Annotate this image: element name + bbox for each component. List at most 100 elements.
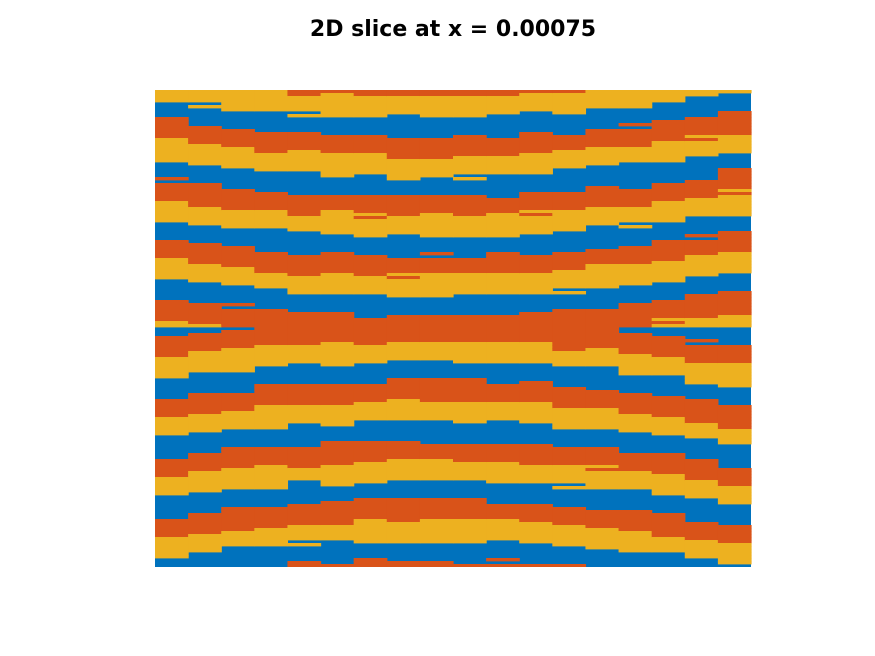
heatmap-cell — [618, 462, 653, 466]
heatmap-cell — [519, 519, 553, 523]
heatmap-cell — [519, 159, 553, 163]
heatmap-cell — [453, 318, 487, 322]
heatmap-cell — [287, 114, 322, 118]
heatmap-cell — [221, 252, 255, 256]
heatmap-cell — [585, 138, 620, 142]
heatmap-cell — [519, 411, 553, 415]
heatmap-cell — [585, 252, 620, 256]
heatmap-cell — [386, 282, 421, 286]
heatmap-cell — [618, 138, 653, 142]
heatmap-cell — [453, 450, 487, 454]
heatmap-cell — [287, 402, 322, 406]
heatmap-cell — [684, 240, 719, 244]
heatmap-cell — [651, 414, 686, 418]
heatmap-cell — [287, 537, 322, 541]
heatmap-cell — [386, 201, 421, 205]
heatmap-cell — [486, 144, 520, 148]
heatmap-cell — [353, 513, 388, 517]
heatmap-cell — [320, 390, 355, 394]
heatmap-cell — [287, 324, 322, 328]
heatmap-cell — [453, 291, 487, 295]
heatmap-cell — [519, 522, 553, 526]
heatmap-cell — [453, 138, 487, 142]
heatmap-cell — [155, 345, 189, 349]
heatmap-cell — [651, 309, 686, 313]
heatmap-cell — [618, 345, 653, 349]
heatmap-cell — [155, 264, 189, 268]
heatmap-cell — [453, 453, 487, 457]
heatmap-cell — [585, 453, 620, 457]
heatmap-cell — [486, 348, 520, 352]
heatmap-cell — [684, 300, 719, 304]
heatmap-cell — [453, 531, 487, 535]
heatmap-cell — [519, 108, 553, 112]
heatmap-cell — [419, 267, 454, 271]
heatmap-cell — [519, 351, 553, 355]
heatmap-cell — [386, 402, 421, 406]
heatmap-cell — [386, 222, 421, 226]
heatmap-cell — [519, 417, 553, 421]
heatmap-cell — [188, 402, 222, 406]
heatmap-cell — [651, 372, 686, 376]
heatmap-cell — [320, 447, 355, 451]
heatmap-cell — [419, 318, 454, 322]
heatmap-cell — [419, 195, 454, 199]
heatmap-cell — [254, 450, 289, 454]
heatmap-cell — [419, 534, 454, 538]
heatmap-cell — [320, 327, 355, 331]
heatmap-cell — [287, 450, 322, 454]
heatmap-cell — [287, 468, 322, 472]
heatmap-cell — [684, 273, 719, 277]
heatmap-cell — [254, 384, 289, 388]
heatmap-cell — [320, 522, 355, 526]
heatmap-cell — [585, 282, 620, 286]
heatmap-cell — [287, 456, 322, 460]
heatmap-cell — [320, 255, 355, 259]
heatmap-cell — [519, 144, 553, 148]
heatmap-cell — [386, 141, 421, 145]
heatmap-cell — [320, 516, 355, 520]
heatmap-cell — [254, 420, 289, 424]
heatmap-cell — [287, 150, 322, 154]
heatmap-cell — [353, 414, 388, 418]
heatmap-cell — [254, 192, 289, 196]
heatmap-cell — [287, 543, 322, 547]
heatmap-cell — [684, 138, 719, 142]
heatmap-cell — [519, 456, 553, 460]
heatmap-cell — [287, 453, 322, 457]
heatmap-cell — [618, 132, 653, 136]
heatmap-cell — [254, 522, 289, 526]
heatmap-cell — [188, 156, 222, 160]
heatmap-cell — [486, 111, 520, 115]
heatmap-cell — [486, 315, 520, 319]
heatmap-cell — [353, 459, 388, 463]
heatmap-cell — [320, 465, 355, 469]
heatmap-cell — [287, 360, 322, 364]
heatmap-cell — [486, 234, 520, 238]
heatmap-cell — [684, 297, 719, 301]
heatmap-cell — [519, 168, 553, 172]
heatmap-cell — [486, 399, 520, 403]
heatmap-cell — [684, 465, 719, 469]
heatmap-cell — [254, 351, 289, 355]
heatmap-cell — [287, 417, 322, 421]
heatmap-cell — [684, 534, 719, 538]
heatmap-cell — [717, 174, 752, 178]
heatmap-cell — [552, 267, 587, 271]
heatmap-cell — [353, 399, 388, 403]
heatmap-cell — [717, 540, 752, 544]
heatmap-cell — [453, 144, 487, 148]
heatmap-cell — [486, 393, 520, 397]
heatmap-cell — [188, 99, 222, 103]
heatmap-cell — [552, 261, 587, 265]
heatmap-cell — [386, 477, 421, 481]
heatmap-cell — [453, 357, 487, 361]
heatmap-cell — [155, 309, 189, 313]
heatmap-cell — [155, 420, 189, 424]
heatmap-cell — [453, 207, 487, 211]
heatmap-cell — [585, 426, 620, 430]
heatmap-cell — [585, 144, 620, 148]
heatmap-cell — [651, 147, 686, 151]
heatmap-cell — [353, 156, 388, 160]
heatmap-cell — [320, 222, 355, 226]
